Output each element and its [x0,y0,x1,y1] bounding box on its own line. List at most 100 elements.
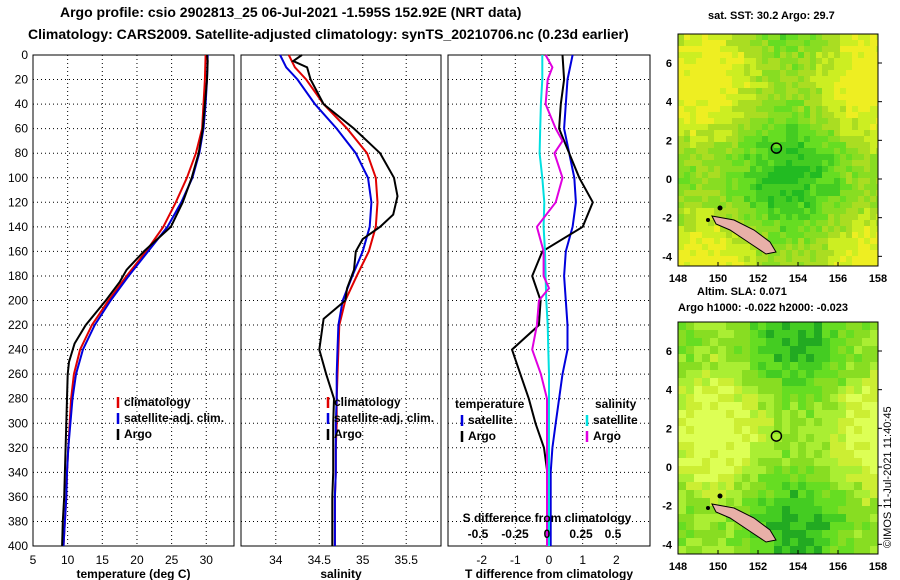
map-cell [702,322,710,330]
map-cell [690,142,696,148]
map-cell [814,346,822,354]
map-cell [702,482,710,490]
map-cell [708,130,714,136]
map-cell [780,136,786,142]
map-cell [750,394,758,402]
map-cell [756,172,762,178]
map-cell [804,46,810,52]
map-cell [710,362,718,370]
map-cell [774,250,780,256]
map-cell [714,64,720,70]
map-cell [732,58,738,64]
map-cell [852,34,858,40]
map-cell [830,530,838,538]
map-cell [758,450,766,458]
map-cell [804,202,810,208]
map-cell [810,190,816,196]
map-cell [742,346,750,354]
map-cell [862,482,870,490]
map-cell [714,172,720,178]
map-cell [782,538,790,546]
map-cell [834,214,840,220]
map-cell [774,466,782,474]
map-cell [834,148,840,154]
map-cell [742,506,750,514]
map-cell [694,362,702,370]
map-cell [726,34,732,40]
map-cell [786,226,792,232]
map-cell [846,434,854,442]
map-cell [702,118,708,124]
map-cell [846,338,854,346]
map-cell [734,386,742,394]
map-cell [790,538,798,546]
map-cell [834,52,840,58]
map-cell [822,130,828,136]
map-cell [846,418,854,426]
map-cell [786,142,792,148]
map-cell [840,256,846,262]
map-cell [810,232,816,238]
map-x-tick-label: 156 [829,561,847,573]
map-cell [690,94,696,100]
map-cell [822,94,828,100]
map-cell [714,136,720,142]
map-cell [758,442,766,450]
map-cell [834,196,840,202]
map-cell [766,354,774,362]
map-cell [846,250,852,256]
map-cell [798,154,804,160]
map-cell [876,202,878,208]
map-cell [702,100,708,106]
map-cell [798,482,806,490]
map-cell [714,190,720,196]
map-cell [798,232,804,238]
map-cell [726,474,734,482]
map-cell [798,82,804,88]
map-cell [798,130,804,136]
map-cell [816,100,822,106]
map-cell [862,490,870,498]
map-cell [720,208,726,214]
map-cell [684,244,690,250]
map-cell [804,154,810,160]
map-cell [714,112,720,118]
map-cell [774,450,782,458]
map-cell [858,256,864,262]
map-cell [714,154,720,160]
map-cell [864,238,870,244]
map-cell [870,546,878,554]
map-cell [804,34,810,40]
map-cell [738,100,744,106]
map-cell [822,208,828,214]
map-cell [780,190,786,196]
map-cell [768,130,774,136]
map-cell [762,136,768,142]
map-cell [696,82,702,88]
map-cell [750,256,756,262]
map-cell [782,354,790,362]
map-cell [720,196,726,202]
map-cell [684,112,690,118]
map-cell [822,196,828,202]
map-cell [708,244,714,250]
map-cell [758,514,766,522]
map-cell [744,208,750,214]
top-tick-label: 0 [544,527,551,541]
map-cell [858,190,864,196]
map-cell [834,124,840,130]
map-cell [816,184,822,190]
map-cell [694,442,702,450]
map-cell [678,458,686,466]
map-cell [762,46,768,52]
map-cell [876,58,878,64]
map-cell [702,238,708,244]
map-cell [694,434,702,442]
x-tick-label: 30 [200,553,214,567]
map-cell [862,346,870,354]
map-cell [846,106,852,112]
map-cell [710,370,718,378]
map-cell [782,410,790,418]
map-cell [696,88,702,94]
map-cell [714,46,720,52]
